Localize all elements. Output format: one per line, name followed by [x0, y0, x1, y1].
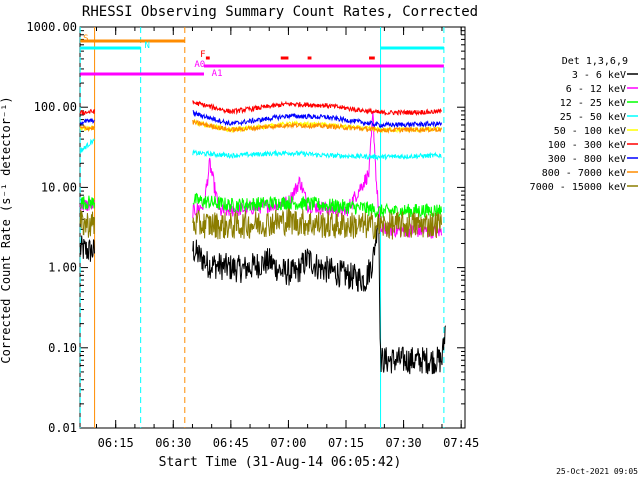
legend-item-label: 3 - 6 keV: [572, 70, 626, 81]
series-line-5: [79, 100, 442, 117]
y-tick-label: 0.10: [48, 341, 77, 355]
series-line-6: [79, 109, 442, 129]
flag-label-A0: A0: [194, 60, 205, 70]
legend-item-label: 800 - 7000 keV: [542, 168, 626, 179]
legend-item-label: 300 - 800 keV: [548, 154, 626, 165]
series-line-0: [79, 214, 447, 375]
legend-item-label: 100 - 300 keV: [548, 140, 626, 151]
y-tick-label: 100.00: [34, 100, 77, 114]
y-tick-label: 10.00: [41, 180, 77, 194]
flag-label-N: N: [144, 41, 149, 51]
legend-item-label: 6 - 12 keV: [566, 84, 626, 95]
legend-item-label: 7000 - 15000 keV: [530, 182, 626, 193]
y-tick-label: 0.01: [48, 421, 77, 435]
x-tick-label: 07:00: [270, 436, 306, 450]
x-tick-label: 07:30: [386, 436, 422, 450]
x-tick-label: 06:15: [98, 436, 134, 450]
x-tick-label: 07:15: [328, 436, 364, 450]
y-tick-label: 1.00: [48, 261, 77, 275]
chart-title: RHESSI Observing Summary Count Rates, Co…: [82, 4, 478, 20]
x-tick-label: 06:45: [213, 436, 249, 450]
x-tick-label: 07:45: [443, 436, 479, 450]
timestamp: 25-Oct-2021 09:05: [556, 467, 638, 476]
flag-label-A1: A1: [212, 69, 223, 79]
x-axis-label: Start Time (31-Aug-14 06:05:42): [159, 455, 402, 470]
legend-item-label: 25 - 50 keV: [560, 112, 626, 123]
y-tick-label: 1000.00: [26, 20, 77, 34]
flag-label-F: F: [200, 50, 205, 60]
series-line-8: [79, 208, 442, 240]
legend-item-label: 50 - 100 keV: [554, 126, 626, 137]
legend-item-label: 12 - 25 keV: [560, 98, 626, 109]
x-tick-label: 06:30: [155, 436, 191, 450]
flag-label-S: S: [83, 34, 88, 44]
legend-title: Det 1,3,6,9: [562, 56, 628, 67]
series-line-3: [79, 138, 442, 161]
y-axis-label: Corrected Count Rate (s⁻¹ detector⁻¹): [0, 96, 13, 363]
series-line-2: [80, 192, 442, 220]
series-line-7: [79, 119, 442, 134]
